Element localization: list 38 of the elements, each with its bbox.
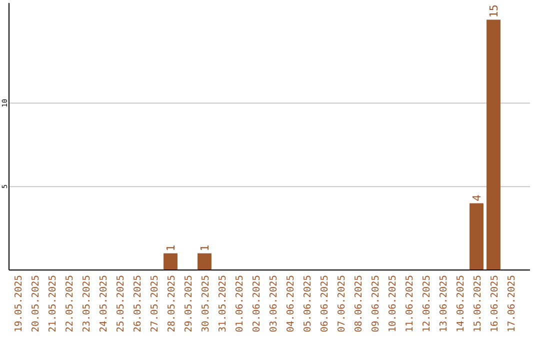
x-tick-label: 04.06.2025 bbox=[286, 275, 296, 332]
x-tick-label: 31.05.2025 bbox=[218, 275, 228, 332]
x-tick-label: 09.06.2025 bbox=[370, 275, 382, 332]
x-tick-label: 27.05.2025 bbox=[150, 275, 160, 332]
bar bbox=[486, 20, 500, 270]
x-tick-label: 30.05.2025 bbox=[200, 275, 212, 332]
x-tick-label: 05.06.2025 bbox=[302, 275, 314, 332]
x-tick-label: 10.06.2025 bbox=[388, 275, 398, 332]
bar bbox=[198, 253, 212, 270]
x-tick-label: 01.06.2025 bbox=[234, 275, 246, 332]
x-tick-label: 17.06.2025 bbox=[506, 275, 518, 332]
bar bbox=[470, 203, 484, 270]
x-tick-label: 02.06.2025 bbox=[252, 275, 262, 332]
data-label: 4 bbox=[470, 194, 484, 202]
x-tick-label: 20.05.2025 bbox=[30, 275, 42, 332]
x-tick-label: 25.05.2025 bbox=[116, 275, 126, 332]
data-label: 1 bbox=[198, 244, 212, 252]
x-tick-label: 28.05.2025 bbox=[166, 275, 178, 332]
x-tick-label: 03.06.2025 bbox=[268, 275, 280, 332]
data-label: 15 bbox=[488, 4, 500, 18]
x-tick-label: 12.06.2025 bbox=[422, 275, 432, 332]
x-tick-label: 08.06.2025 bbox=[354, 275, 364, 332]
data-label: 1 bbox=[164, 244, 178, 252]
x-tick-label: 26.05.2025 bbox=[132, 275, 144, 332]
x-tick-label: 13.06.2025 bbox=[438, 275, 450, 332]
x-tick-label: 16.06.2025 bbox=[490, 275, 500, 332]
x-tick-label: 06.06.2025 bbox=[320, 275, 330, 332]
x-tick-label: 22.05.2025 bbox=[64, 275, 76, 332]
x-tick-label: 07.06.2025 bbox=[336, 275, 348, 332]
x-tick-label: 14.06.2025 bbox=[456, 275, 466, 332]
x-tick-label: 11.06.2025 bbox=[404, 275, 416, 332]
x-tick-label: 19.05.2025 bbox=[14, 275, 24, 332]
x-tick-label: 15.06.2025 bbox=[472, 275, 484, 332]
x-tick-label: 29.05.2025 bbox=[184, 275, 194, 332]
x-tick-label: 21.05.2025 bbox=[48, 275, 58, 332]
bar bbox=[164, 253, 178, 270]
x-tick-label: 23.05.2025 bbox=[82, 275, 92, 332]
x-tick-label: 24.05.2025 bbox=[98, 275, 110, 332]
